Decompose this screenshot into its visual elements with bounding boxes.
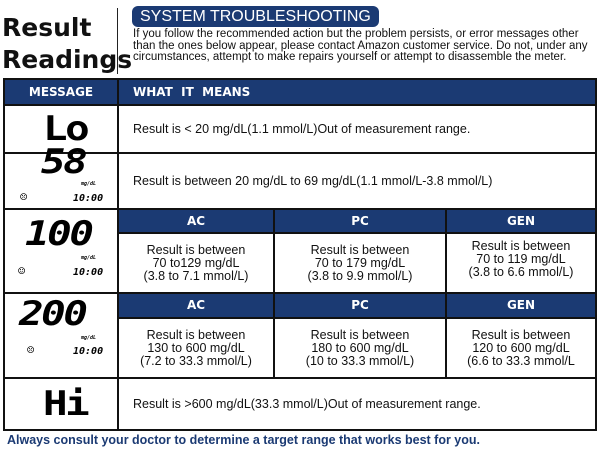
lcd-value: 100 [25, 214, 94, 254]
range-line: Result is between [310, 327, 410, 342]
footer-note: Always consult your doctor to determine … [7, 433, 481, 447]
lcd-200: 200 mg/dL ☹ 10:00 [3, 292, 119, 379]
intro-text: If you follow the recommended action but… [133, 28, 588, 63]
range-line: 70 to129 mg/dL [152, 255, 240, 270]
lcd-time: 10:00 [73, 193, 104, 204]
range-line: (6.6 to 33.3 mmol/L [467, 353, 575, 368]
meaning-58: Result is between 20 mg/dL to 69 mg/dL(1… [117, 152, 597, 210]
header-message: MESSAGE [3, 78, 119, 106]
lcd-100: 100 mg/dL ☺ 10:00 [3, 208, 119, 294]
range-line: Result is between [146, 242, 246, 257]
col-gen: GEN [445, 208, 597, 234]
lcd-unit: mg/dL [81, 181, 97, 187]
lcd-value: 200 [19, 294, 88, 334]
ac-range-200: Result is between 130 to 600 mg/dL (7.2 to… [117, 317, 275, 379]
lcd-value: 58 [41, 142, 88, 182]
range-line: 180 to 600 mg/dL [311, 340, 409, 355]
col-pc: PC [273, 208, 447, 234]
lcd-time: 10:00 [73, 267, 104, 278]
meaning-lo: Result is < 20 mg/dL(1.1 mmol/L)Out of m… [117, 104, 597, 154]
range-line: 70 to 179 mg/dL [314, 255, 406, 270]
pc-range-100: Result is between 70 to 179 mg/dL (3.8 to … [273, 232, 447, 294]
sad-face-icon: ☹ [27, 343, 35, 357]
gen-range-200: Result is between 120 to 600 mg/dL (6.6 to… [445, 317, 597, 379]
lcd-unit: mg/dL [81, 255, 97, 261]
range-line: (3.8 to 9.9 mmol/L) [307, 268, 413, 283]
range-line: (3.8 to 7.1 mmol/L) [143, 268, 249, 283]
range-line: Result is between [146, 327, 246, 342]
happy-face-icon: ☺ [18, 264, 26, 278]
range-line: Result is between [471, 327, 571, 342]
sad-face-icon: ☹ [20, 190, 28, 204]
header-meaning: WHAT IT MEANS [117, 78, 597, 106]
col-ac: AC [117, 292, 275, 319]
range-line: (3.8 to 6.6 mmol/L) [468, 264, 574, 279]
lcd-value: Hi [42, 383, 90, 424]
lcd-58: 58 mg/dL ☹ 10:00 [3, 142, 119, 210]
page-title: Result Readings [2, 12, 132, 76]
meaning-hi: Result is >600 mg/dL(33.3 mmol/L)Out of … [117, 377, 597, 431]
col-ac: AC [117, 208, 275, 234]
ac-range-100: Result is between 70 to129 mg/dL (3.8 to 7… [117, 232, 275, 294]
lcd-time: 10:00 [73, 346, 104, 357]
range-line: (10 to 33.3 mmol/L) [305, 353, 415, 368]
pc-range-200: Result is between 180 to 600 mg/dL (10 to … [273, 317, 447, 379]
range-line: Result is between [310, 242, 410, 257]
range-line: 130 to 600 mg/dL [147, 340, 245, 355]
lcd-value: Lo [42, 108, 90, 149]
lcd-hi: Hi [3, 377, 119, 431]
title-line: Readings [2, 45, 133, 74]
lcd-unit: mg/dL [81, 335, 97, 341]
col-pc: PC [273, 292, 447, 319]
divider [117, 8, 118, 74]
range-line: (7.2 to 33.3 mmol/L) [140, 353, 252, 368]
section-badge: SYSTEM TROUBLESHOOTING [132, 6, 379, 27]
title-line: Result [2, 13, 92, 42]
range-line: 70 to 119 mg/dL [476, 251, 566, 266]
gen-range-100: Result is between 70 to 119 mg/dL (3.8 to … [445, 232, 597, 294]
range-line: Result is between [471, 238, 571, 253]
col-gen: GEN [445, 292, 597, 319]
range-line: 120 to 600 mg/dL [472, 340, 570, 355]
